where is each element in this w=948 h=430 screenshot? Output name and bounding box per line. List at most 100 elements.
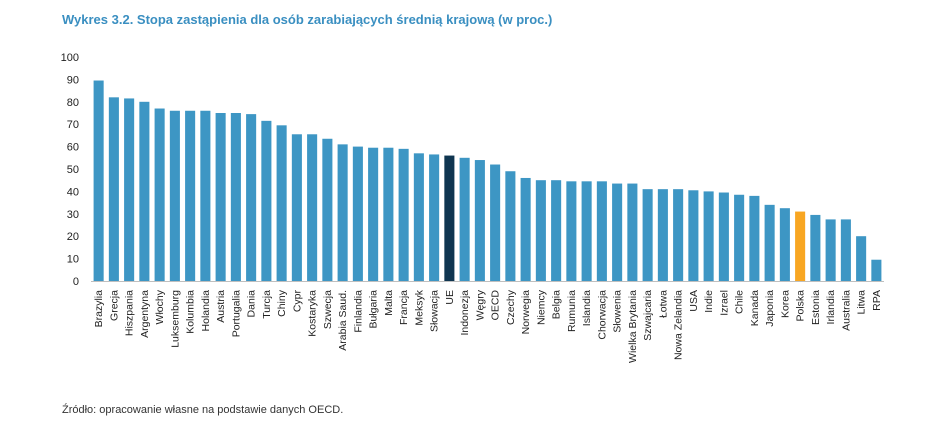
bar-chiny [276, 125, 287, 281]
x-tick-label: Korea [779, 290, 791, 318]
bar-ue [444, 155, 455, 281]
x-tick-label: Islandia [581, 290, 593, 326]
x-tick-label: Holandia [200, 290, 212, 332]
x-tick-label: Kostaryka [307, 290, 319, 337]
x-tick-label: Estonia [810, 290, 822, 325]
bar-szwecja [322, 138, 333, 281]
bar-chile [734, 194, 745, 281]
y-tick-label: 50 [67, 164, 79, 176]
bar-francja [398, 148, 409, 281]
x-tick-label: Austria [215, 290, 227, 323]
bar-słowenia [612, 183, 623, 281]
x-tick-label: Japonia [764, 290, 776, 327]
x-tick-label: Hiszpania [124, 290, 136, 336]
bar-bułgaria [368, 147, 379, 281]
x-tick-label: Bułgaria [368, 290, 380, 329]
x-tick-label: UE [444, 290, 456, 305]
x-tick-label: Belgia [551, 290, 563, 319]
x-tick-label: USA [688, 290, 700, 312]
bar-islandia [581, 181, 592, 281]
y-tick-label: 20 [67, 231, 79, 243]
bar-luksemburg [169, 110, 180, 281]
bar-szwajcaria [642, 189, 653, 281]
bar-irlandia [825, 219, 836, 281]
x-tick-label: OECD [490, 290, 502, 321]
bar-indie [703, 191, 714, 281]
bar-malta [383, 147, 394, 281]
bar-austria [215, 113, 226, 281]
bar-izrael [718, 192, 729, 281]
x-tick-label: Argentyna [139, 290, 151, 338]
bar-japonia [764, 204, 775, 281]
x-tick-label: Chile [734, 290, 746, 314]
x-tick-label: Turcja [261, 290, 273, 319]
x-tick-label: Norwegia [520, 290, 532, 335]
bar-litwa [856, 236, 867, 281]
bar-niemcy [535, 180, 546, 281]
bar-nowa-zelandia [673, 189, 684, 281]
x-tick-label: Nowa Zelandia [673, 290, 685, 360]
bar-węgry [474, 160, 485, 281]
x-tick-label: Luksemburg [169, 290, 181, 348]
bar-brazylia [93, 80, 104, 282]
x-tick-label: Izrael [718, 290, 730, 316]
y-tick-label: 70 [67, 119, 79, 131]
x-tick-label: Australia [840, 290, 852, 331]
x-tick-label: Włochy [154, 289, 166, 324]
bar-hiszpania [124, 98, 135, 281]
bar-norwegia [520, 177, 531, 281]
x-tick-label: Polska [795, 290, 807, 322]
x-tick-label: Chiny [276, 289, 288, 317]
bar-australia [840, 219, 851, 281]
x-tick-label: Meksyk [413, 289, 425, 325]
bar-kolumbia [185, 110, 196, 281]
x-tick-label: RPA [871, 290, 883, 311]
x-tick-label: Szwajcaria [642, 290, 654, 341]
bar-estonia [810, 214, 821, 281]
y-tick-label: 90 [67, 74, 79, 86]
y-tick-label: 30 [67, 209, 79, 221]
x-tick-label: Kolumbia [185, 290, 197, 334]
bar-słowacja [429, 154, 440, 281]
bar-belgia [551, 180, 562, 281]
bar-cypr [291, 134, 302, 281]
chart-title: Wykres 3.2. Stopa zastąpienia dla osób z… [62, 12, 553, 27]
bar-argentyna [139, 101, 150, 281]
x-tick-label: Chorwacja [596, 290, 608, 340]
y-tick-label: 80 [67, 97, 79, 109]
x-tick-label: Rumunia [566, 290, 578, 332]
x-tick-label: Wielka Brytania [627, 290, 639, 363]
bar-portugalia [230, 113, 241, 281]
bar-indonezja [459, 157, 470, 281]
bar-kanada [749, 195, 760, 281]
x-tick-label: Łotwa [657, 290, 669, 318]
bar-czechy [505, 171, 516, 281]
bar-łotwa [657, 189, 668, 281]
x-tick-label: Czechy [505, 289, 517, 325]
bar-rpa [871, 259, 882, 281]
x-tick-label: Indonezja [459, 290, 471, 336]
bar-holandia [200, 110, 211, 281]
bar-dania [246, 114, 257, 282]
bar-oecd [490, 164, 501, 281]
bar-turcja [261, 120, 272, 281]
x-tick-label: Słowenia [612, 290, 624, 333]
x-tick-label: Arabia Saud. [337, 290, 349, 351]
x-tick-label: Słowacja [429, 290, 441, 332]
source-note: Źródło: opracowanie własne na podstawie … [62, 404, 344, 416]
y-tick-label: 100 [61, 52, 79, 64]
bar-chorwacja [596, 181, 607, 281]
x-tick-label: Irlandia [825, 290, 837, 325]
x-tick-label: Szwecja [322, 290, 334, 329]
x-tick-label: Malta [383, 290, 395, 316]
x-tick-label: Kanada [749, 290, 761, 326]
x-tick-label: Litwa [856, 290, 868, 315]
bar-finlandia [352, 146, 363, 281]
x-tick-label: Portugalia [230, 290, 242, 337]
x-tick-label: Dania [246, 290, 258, 318]
bar-wielka-brytania [627, 183, 638, 281]
bar-meksyk [413, 153, 424, 281]
x-tick-label: Niemcy [535, 289, 547, 325]
